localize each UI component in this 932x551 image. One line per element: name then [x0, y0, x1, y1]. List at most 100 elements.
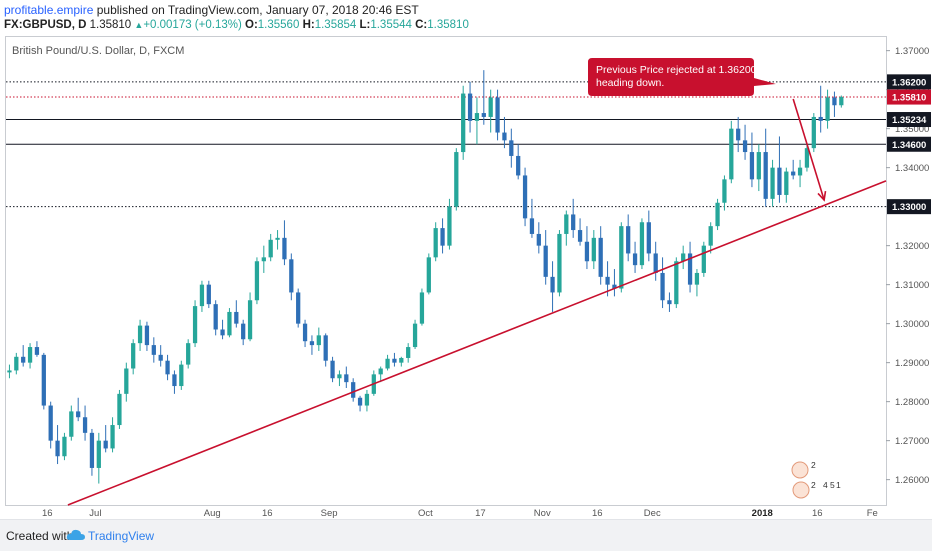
candle [344, 366, 349, 388]
candle [461, 85, 466, 160]
price-tag [887, 136, 931, 152]
horizontal-levels [6, 81, 886, 208]
candle-body [736, 128, 741, 141]
candle-body [96, 440, 101, 468]
support-trendline[interactable] [67, 180, 887, 506]
candle [832, 91, 837, 117]
candle-body [481, 113, 486, 117]
candle [309, 335, 315, 355]
candle-body [522, 175, 528, 219]
candle-body [447, 206, 452, 246]
candle-body [289, 259, 294, 293]
candle-body [158, 354, 163, 361]
candle [550, 261, 555, 312]
candle-body [488, 97, 493, 117]
candle [62, 432, 67, 461]
candle-body [165, 360, 170, 375]
candle [522, 167, 528, 227]
price-tag [887, 89, 931, 105]
candle [337, 370, 342, 387]
candle-body [591, 237, 596, 262]
candle-body [357, 397, 363, 406]
candle-body [261, 257, 266, 262]
candle [213, 300, 218, 336]
x-tick-label: Sep [321, 508, 338, 519]
price-tag [887, 112, 931, 128]
candle-body [571, 214, 576, 231]
candle [763, 128, 768, 207]
candle [701, 241, 706, 277]
candle-body [69, 411, 74, 437]
candle [646, 210, 651, 262]
candle-body [577, 230, 583, 242]
close-value: 1.35810 [427, 19, 469, 31]
projection-arrow[interactable] [792, 98, 825, 201]
candle-body [598, 237, 603, 277]
candle [474, 97, 480, 145]
candle [399, 356, 404, 367]
candle-body [41, 354, 46, 406]
change-up-icon: ▲ [134, 20, 144, 30]
chart-panel[interactable] [5, 36, 887, 506]
candle [227, 308, 232, 338]
price-tag-label: 1.33000 [892, 202, 926, 213]
candle-body [206, 284, 211, 305]
candle [76, 397, 81, 422]
y-tick-label: 1.31000 [895, 280, 929, 291]
badge-count: 1 [836, 480, 841, 490]
arrow-head-icon [817, 191, 827, 202]
candle-body [330, 360, 335, 379]
candle [694, 269, 700, 297]
chart-title: British Pound/U.S. Dollar, D, FXCM [12, 45, 184, 57]
candle-body [454, 152, 459, 207]
tradingview-link[interactable]: TradingView [88, 529, 155, 543]
candle-body [27, 347, 33, 363]
candle [674, 257, 679, 309]
x-tick-label: Nov [534, 508, 551, 519]
created-with-label: Created with [6, 529, 74, 543]
candle-body [172, 374, 177, 387]
candle [488, 89, 493, 133]
price-axis[interactable]: 1.370001.360001.350001.340001.330001.320… [886, 46, 931, 486]
callout-box[interactable] [588, 58, 776, 96]
price-tag-label: 1.34600 [892, 140, 926, 151]
candle-body [34, 347, 40, 355]
x-tick-label: 16 [262, 508, 273, 519]
candle [412, 319, 418, 349]
candle [577, 218, 583, 246]
candle-body [364, 393, 370, 406]
footer: Created with TradingView [0, 519, 932, 551]
badge-count: 5 [830, 480, 835, 490]
candle [351, 378, 356, 402]
annotation-callout[interactable]: Previous Price rejected at 1.36200 andhe… [588, 58, 777, 96]
candle-body [742, 140, 748, 153]
candle-body [797, 167, 803, 176]
candle-body [55, 440, 60, 457]
author-link[interactable]: profitable.empire [4, 3, 94, 17]
candle-body [433, 228, 438, 258]
candle [481, 70, 486, 125]
candle-body [62, 436, 67, 457]
candle-body [791, 171, 796, 176]
candle-body [192, 306, 198, 344]
open-value: 1.35560 [257, 19, 300, 31]
candle [419, 288, 425, 326]
price-tag-label: 1.35234 [892, 115, 927, 126]
candle [316, 327, 321, 351]
candle [495, 89, 500, 141]
candle-body [220, 329, 225, 336]
candle-body [474, 113, 480, 121]
candle-body [151, 345, 156, 355]
candle-body [605, 276, 610, 285]
candle [612, 269, 617, 297]
candle [282, 220, 287, 266]
candle-body [467, 93, 473, 121]
candle-body [131, 343, 136, 369]
candle [296, 288, 301, 328]
time-axis[interactable]: 16 Jul Aug 16 Sep Oct 17 Nov 16 Dec 2018 16 Fe [42, 508, 878, 519]
candle [818, 85, 823, 133]
candle [653, 241, 658, 281]
candle [742, 124, 748, 160]
badge-count: 2 [811, 460, 816, 470]
